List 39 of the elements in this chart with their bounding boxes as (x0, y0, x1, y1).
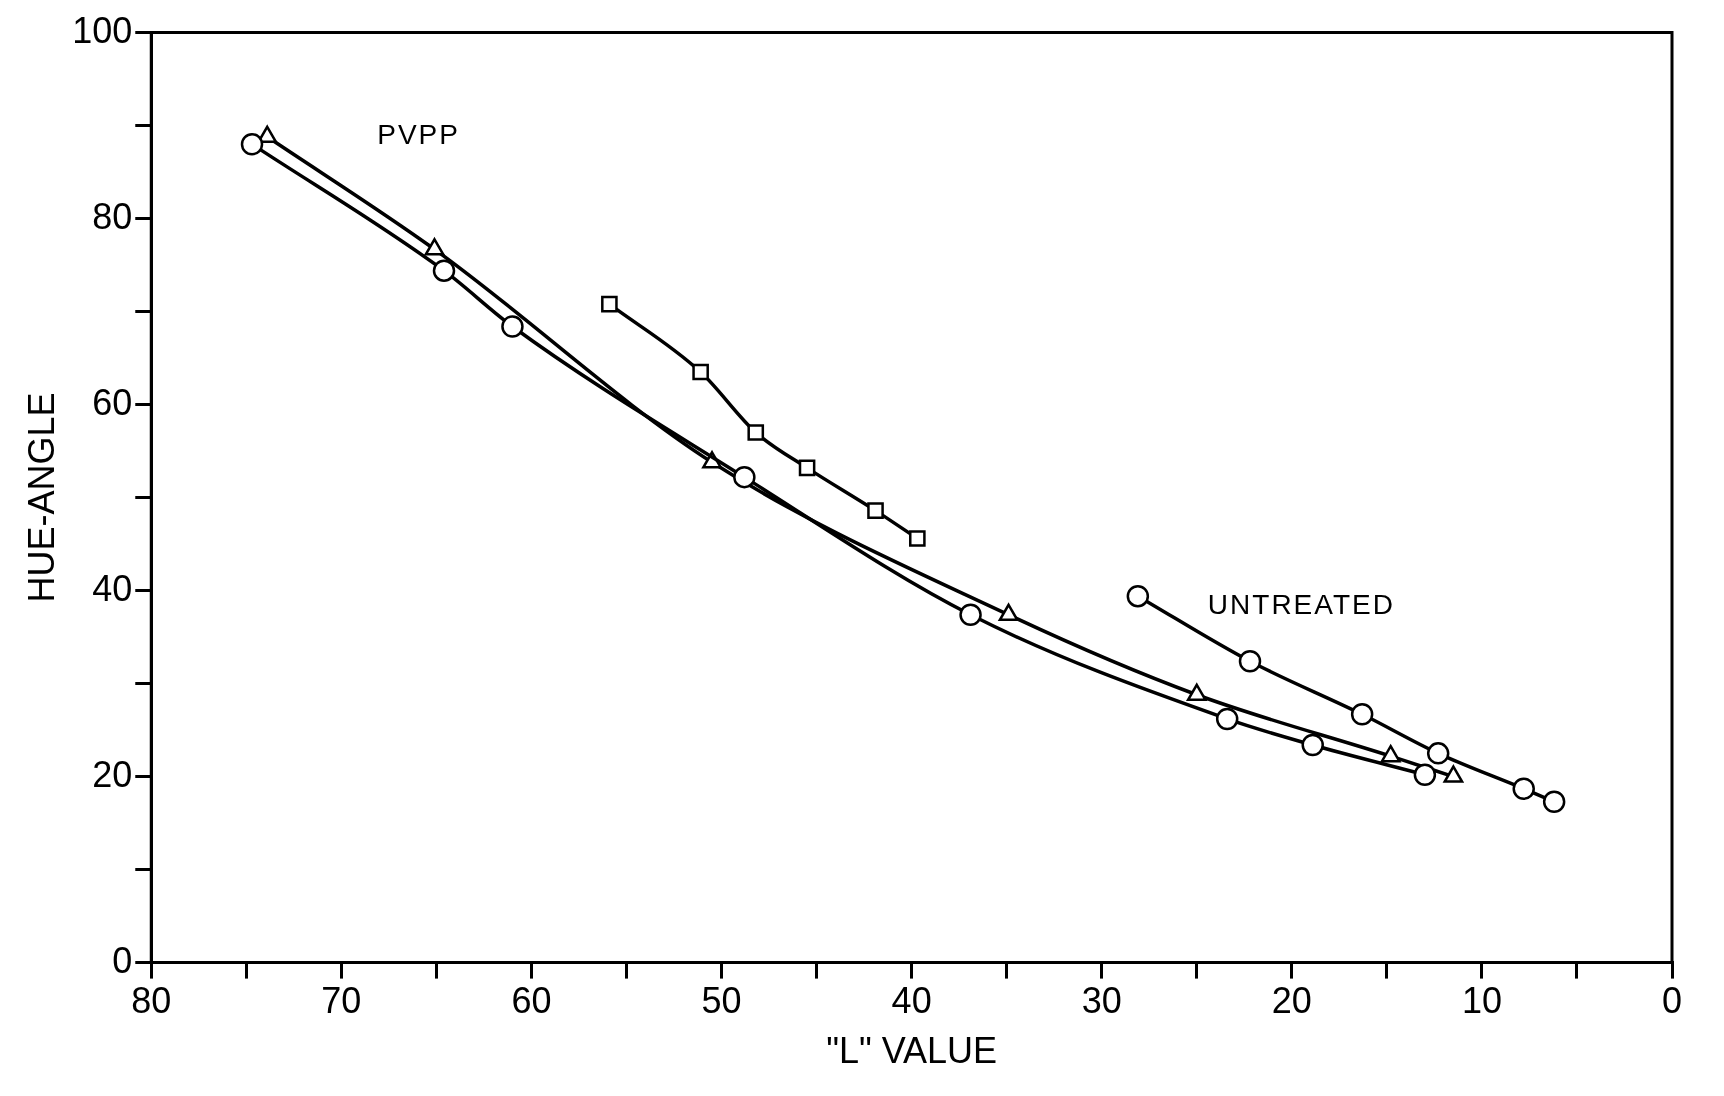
y-tick-label: 100 (72, 9, 133, 51)
point (1350, 703, 1374, 726)
point (798, 459, 816, 477)
x-tick-label: 80 (131, 980, 172, 1022)
x-tick-label: 70 (321, 980, 362, 1022)
x-tick-label: 50 (701, 980, 742, 1022)
y-axis-title: HUE-ANGLE (20, 392, 62, 603)
y-tick-label: 60 (92, 381, 133, 423)
series-label: PVPP (377, 119, 460, 151)
point (909, 530, 926, 547)
point (1126, 584, 1150, 608)
x-tick-label: 30 (1081, 980, 1122, 1022)
point (1238, 650, 1262, 673)
point (501, 315, 524, 338)
x-tick-label: 0 (1661, 980, 1683, 1022)
x-tick-label: 10 (1461, 980, 1502, 1022)
point (692, 363, 709, 381)
series-label: UNTREATED (1207, 588, 1395, 620)
y-tick-label: 20 (92, 753, 133, 795)
point (733, 465, 756, 489)
y-tick-label: 40 (92, 567, 133, 609)
point (432, 259, 456, 282)
point (747, 424, 765, 441)
y-tick-label: 0 (112, 939, 133, 981)
point (959, 603, 982, 627)
point (1426, 742, 1450, 765)
x-tick-label: 20 (1271, 980, 1312, 1022)
point (1301, 733, 1324, 757)
y-tick-label: 80 (92, 195, 133, 237)
point (601, 295, 618, 313)
x-tick-label: 60 (511, 980, 552, 1022)
point (240, 132, 264, 156)
point (1413, 763, 1437, 786)
point (867, 502, 884, 519)
point (1215, 707, 1239, 731)
x-axis-title: "L" VALUE (826, 1030, 998, 1072)
point (1542, 790, 1566, 813)
x-tick-label: 40 (891, 980, 932, 1022)
point (1512, 777, 1535, 800)
